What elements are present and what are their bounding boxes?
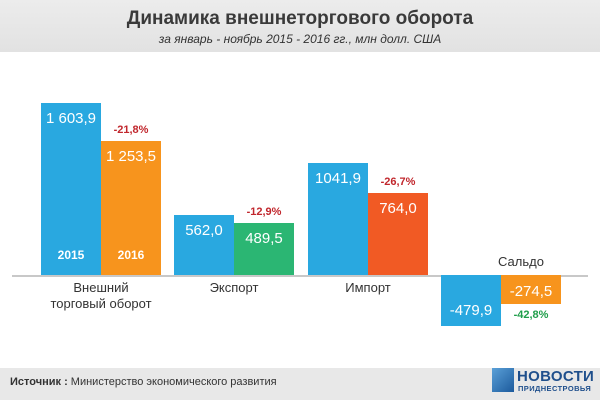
header-band (0, 0, 600, 52)
bar-2016-4 (501, 275, 561, 305)
category-label-3: Импорт (345, 280, 391, 295)
change-label-4: -42,8% (513, 309, 549, 322)
logo-main-text: НОВОСТИ (517, 368, 595, 385)
bar-2015-4 (441, 275, 501, 327)
category-label-1: Внешний торговый оборот (50, 280, 152, 311)
zero-baseline (12, 275, 588, 277)
bar-2015-3 (308, 163, 368, 275)
value-label-2016-2: 489,5 (245, 229, 283, 247)
source-note: Источник : Министерство экономического р… (10, 376, 277, 388)
source-text: Министерство экономического развития (67, 376, 277, 388)
value-label-2015-1: 1 603,9 (45, 110, 97, 127)
value-label-2015-4: -479,9 (449, 302, 493, 320)
category-label-2: Экспорт (209, 280, 259, 295)
chart-subtitle: за январь - ноябрь 2015 - 2016 гг., млн … (158, 32, 442, 46)
value-label-2016-4: -274,5 (509, 283, 553, 300)
year-label-2015: 2015 (57, 248, 85, 262)
chart-title: Динамика внешнеторгового оборота (126, 8, 474, 29)
bar-2016-3 (368, 193, 428, 275)
value-label-2016-3: 764,0 (379, 200, 417, 218)
logo-sub-text: ПРИДНЕСТРОВЬЯ (518, 384, 592, 393)
bar-2015-1 (41, 103, 101, 275)
bar-2016-2 (234, 222, 294, 275)
bar-2016-1 (101, 140, 161, 275)
change-label-1: -21,8% (113, 123, 149, 136)
bar-2015-2 (174, 214, 234, 275)
source-label: Источник : (10, 376, 68, 388)
year-label-2016: 2016 (117, 248, 145, 262)
change-label-2: -12,9% (246, 205, 282, 218)
value-label-2015-2: 562,0 (185, 221, 223, 239)
news-logo-icon (492, 368, 514, 392)
value-label-2015-3: 1041,9 (315, 170, 361, 188)
change-label-3: -26,7% (380, 176, 416, 189)
value-label-2016-1: 1 253,5 (105, 147, 157, 165)
category-label-4: Сальдо (498, 254, 544, 269)
